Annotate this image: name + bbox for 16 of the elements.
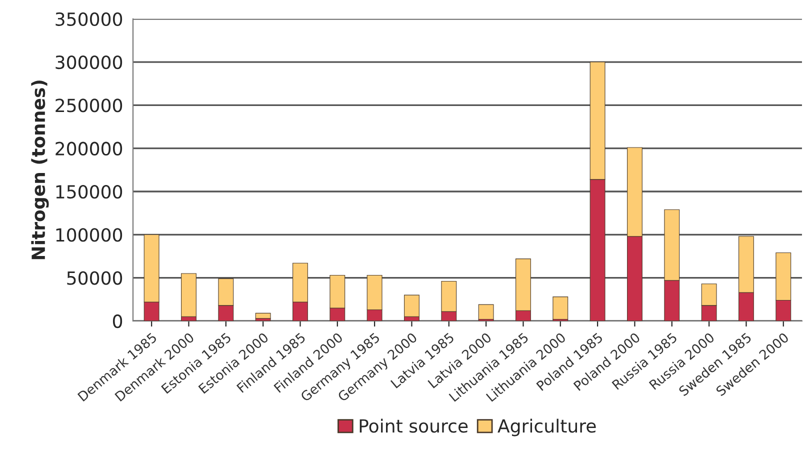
y-tick-label: 250000 xyxy=(56,98,122,112)
y-tick-label: 300000 xyxy=(56,55,122,70)
y-axis-title: Nitrogen (tonnes) xyxy=(31,80,49,260)
bar xyxy=(181,273,196,317)
bar xyxy=(255,312,271,319)
bar xyxy=(552,296,568,320)
y-tick-label: 150000 xyxy=(56,184,122,199)
y-tick-label: 50000 xyxy=(67,271,122,285)
y-tick-label: 200000 xyxy=(56,142,122,156)
legend-label: Point source xyxy=(360,418,468,433)
y-tick-label: 100000 xyxy=(56,228,122,242)
y-tick-label: 0 xyxy=(112,314,122,328)
y-tick-label: 350000 xyxy=(56,12,122,26)
bar xyxy=(478,304,494,320)
bar xyxy=(404,294,420,317)
legend-label: Agriculture xyxy=(498,418,596,436)
